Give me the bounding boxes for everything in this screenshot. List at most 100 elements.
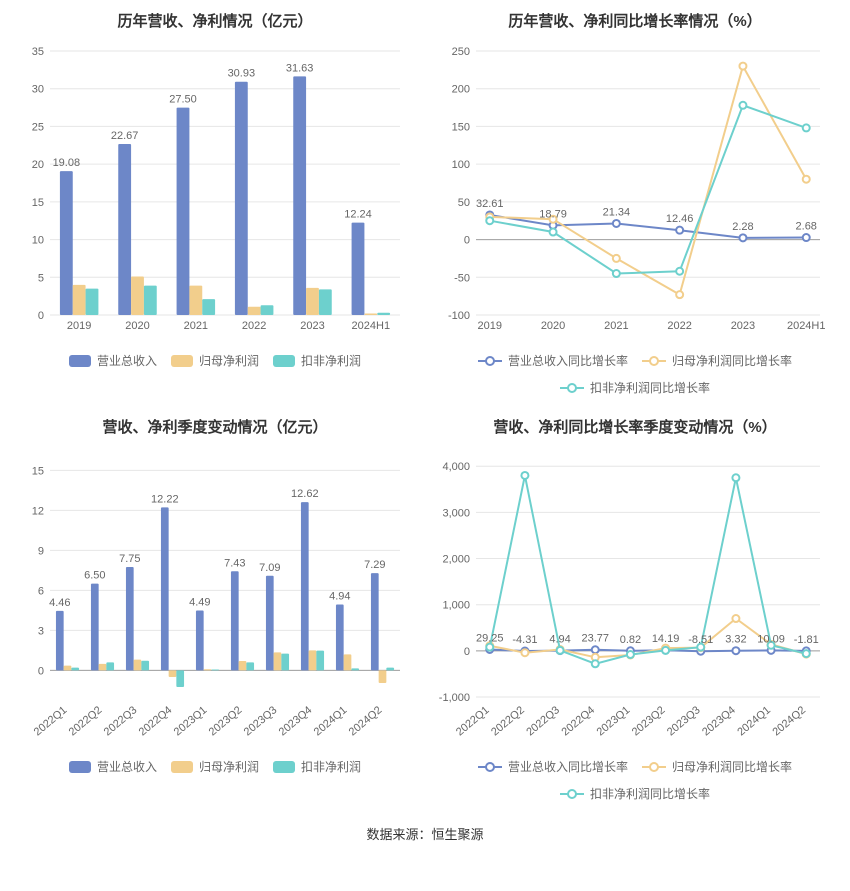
- svg-text:2022Q2: 2022Q2: [67, 704, 105, 738]
- svg-text:-50: -50: [454, 272, 470, 284]
- svg-text:30: 30: [32, 84, 44, 96]
- svg-text:3: 3: [38, 625, 44, 637]
- svg-text:2022Q2: 2022Q2: [489, 704, 527, 738]
- chart-title: 历年营收、净利同比增长率情况（%）: [430, 10, 840, 31]
- svg-text:10: 10: [32, 235, 44, 247]
- svg-text:2023Q1: 2023Q1: [595, 704, 633, 738]
- svg-text:250: 250: [452, 46, 470, 58]
- legend-swatch: [171, 355, 193, 367]
- svg-text:100: 100: [452, 159, 470, 171]
- svg-text:20: 20: [32, 159, 44, 171]
- svg-text:2023Q2: 2023Q2: [207, 704, 245, 738]
- legend-swatch: [642, 761, 666, 773]
- svg-text:7.75: 7.75: [119, 553, 140, 565]
- svg-text:3.32: 3.32: [725, 634, 746, 646]
- svg-text:32.61: 32.61: [476, 198, 504, 210]
- svg-text:1,000: 1,000: [442, 600, 470, 612]
- chart-grid: 历年营收、净利情况（亿元） 05101520253035201919.08202…: [0, 10, 850, 802]
- svg-text:6: 6: [38, 585, 44, 597]
- svg-text:21.34: 21.34: [603, 206, 631, 218]
- svg-text:4.94: 4.94: [329, 590, 350, 602]
- legend-item: 归母净利润: [171, 352, 259, 369]
- legend-item: 扣非净利润同比增长率: [560, 379, 710, 396]
- legend: 营业总收入同比增长率 归母净利润同比增长率扣非净利润同比增长率: [430, 752, 840, 802]
- legend-item: 营业总收入: [69, 352, 157, 369]
- svg-text:0.82: 0.82: [620, 634, 641, 646]
- svg-text:200: 200: [452, 84, 470, 96]
- plot: 036912152022Q14.462022Q26.502022Q37.7520…: [10, 447, 420, 752]
- svg-text:2022Q3: 2022Q3: [102, 704, 140, 738]
- svg-text:-8.51: -8.51: [688, 634, 713, 646]
- svg-text:2024Q1: 2024Q1: [735, 704, 773, 738]
- legend: 营业总收入 归母净利润扣非净利润: [10, 752, 420, 775]
- svg-text:23.77: 23.77: [581, 633, 609, 645]
- svg-text:35: 35: [32, 46, 44, 58]
- svg-text:7.09: 7.09: [259, 562, 280, 574]
- svg-text:5: 5: [38, 272, 44, 284]
- legend: 营业总收入归母净利润 扣非净利润: [10, 346, 420, 369]
- svg-text:25: 25: [32, 121, 44, 133]
- svg-text:14.19: 14.19: [652, 633, 680, 645]
- plot: 05101520253035201919.08202022.67202127.5…: [10, 41, 420, 346]
- svg-text:31.63: 31.63: [286, 62, 314, 74]
- legend-swatch: [560, 788, 584, 800]
- svg-text:27.50: 27.50: [169, 94, 197, 106]
- legend-item: 扣非净利润: [273, 758, 361, 775]
- svg-text:29.25: 29.25: [476, 632, 504, 644]
- svg-text:2023Q3: 2023Q3: [242, 704, 280, 738]
- legend-item: 营业总收入同比增长率: [478, 758, 628, 775]
- svg-text:2020: 2020: [541, 320, 565, 332]
- svg-text:12.24: 12.24: [344, 209, 372, 221]
- svg-text:2022: 2022: [667, 320, 691, 332]
- svg-text:0: 0: [464, 235, 470, 247]
- legend-label: 归母净利润: [199, 758, 259, 775]
- svg-text:12: 12: [32, 505, 44, 517]
- svg-text:2023Q3: 2023Q3: [665, 704, 703, 738]
- svg-text:12.46: 12.46: [666, 213, 694, 225]
- chart-title: 历年营收、净利情况（亿元）: [10, 10, 420, 31]
- chart-svg: -100-50050100150200250201920202021202220…: [430, 41, 830, 341]
- legend-label: 扣非净利润: [301, 352, 361, 369]
- svg-text:7.29: 7.29: [364, 559, 385, 571]
- legend-item: 扣非净利润同比增长率: [560, 785, 710, 802]
- plot: -1,00001,0002,0003,0004,0002022Q12022Q22…: [430, 447, 840, 752]
- svg-text:2021: 2021: [184, 320, 208, 332]
- svg-text:2022Q4: 2022Q4: [137, 704, 175, 738]
- svg-text:-1.81: -1.81: [794, 634, 819, 646]
- legend-label: 归母净利润同比增长率: [672, 758, 792, 775]
- legend-label: 营业总收入同比增长率: [508, 758, 628, 775]
- svg-text:2022Q3: 2022Q3: [524, 704, 562, 738]
- legend-label: 归母净利润同比增长率: [672, 352, 792, 369]
- legend-swatch: [273, 355, 295, 367]
- svg-text:2020: 2020: [125, 320, 149, 332]
- svg-text:2024Q2: 2024Q2: [347, 704, 385, 738]
- legend-swatch: [69, 355, 91, 367]
- legend-swatch: [171, 761, 193, 773]
- legend-label: 营业总收入: [97, 758, 157, 775]
- svg-text:50: 50: [458, 197, 470, 209]
- legend-swatch: [478, 355, 502, 367]
- legend-swatch: [273, 761, 295, 773]
- legend-swatch: [560, 382, 584, 394]
- legend-label: 营业总收入同比增长率: [508, 352, 628, 369]
- chart-annual-bar: 历年营收、净利情况（亿元） 05101520253035201919.08202…: [10, 10, 420, 396]
- svg-text:-100: -100: [448, 310, 470, 322]
- data-source: 数据来源：恒生聚源: [0, 824, 850, 843]
- plot: -100-50050100150200250201920202021202220…: [430, 41, 840, 346]
- svg-text:2023Q4: 2023Q4: [700, 704, 738, 738]
- svg-text:2.28: 2.28: [732, 221, 753, 233]
- legend-swatch: [642, 355, 666, 367]
- svg-text:19.08: 19.08: [53, 157, 81, 169]
- svg-text:-1,000: -1,000: [439, 692, 470, 704]
- svg-text:2.68: 2.68: [796, 221, 817, 233]
- svg-text:30.93: 30.93: [228, 68, 256, 80]
- svg-text:6.50: 6.50: [84, 570, 105, 582]
- svg-text:15: 15: [32, 465, 44, 477]
- svg-text:2022Q4: 2022Q4: [559, 704, 597, 738]
- legend-label: 扣非净利润同比增长率: [590, 379, 710, 396]
- legend-swatch: [478, 761, 502, 773]
- svg-text:2023: 2023: [300, 320, 324, 332]
- svg-text:2022Q1: 2022Q1: [32, 704, 70, 738]
- legend-item: 营业总收入同比增长率: [478, 352, 628, 369]
- chart-svg: 05101520253035201919.08202022.67202127.5…: [10, 41, 410, 341]
